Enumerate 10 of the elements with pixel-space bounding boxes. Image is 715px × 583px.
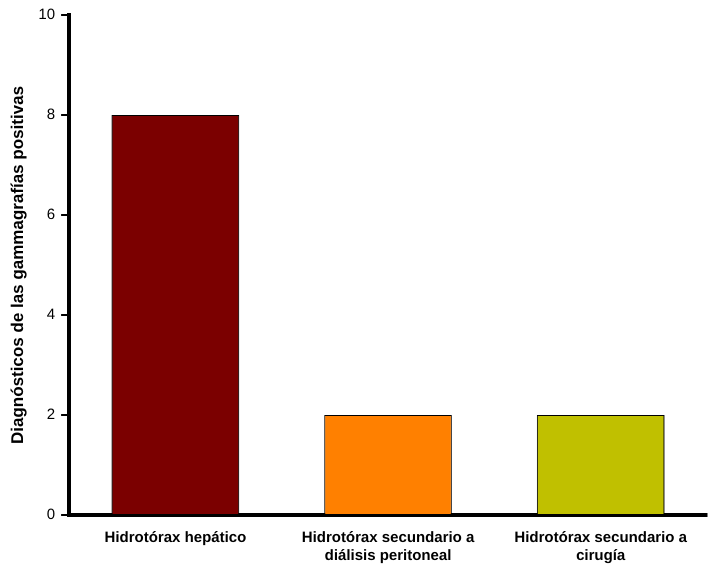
x-tick-label: Hidrotórax hepático: [104, 529, 246, 546]
y-axis-title: Diagnósticos de las gammagrafías positivas: [8, 86, 27, 444]
x-tick-label: Hidrotórax secundario a cirugía: [514, 529, 688, 564]
y-tick-label: 10: [38, 6, 56, 24]
y-tick-label: 8: [46, 106, 56, 124]
y-tick-label: 4: [46, 306, 56, 324]
y-tick-label: 6: [46, 206, 56, 224]
y-tick-label: 2: [46, 406, 56, 424]
y-tick-label: 0: [46, 506, 56, 524]
x-tick-label: Hidrotórax secundario a diálisis peritoneal: [302, 529, 475, 564]
